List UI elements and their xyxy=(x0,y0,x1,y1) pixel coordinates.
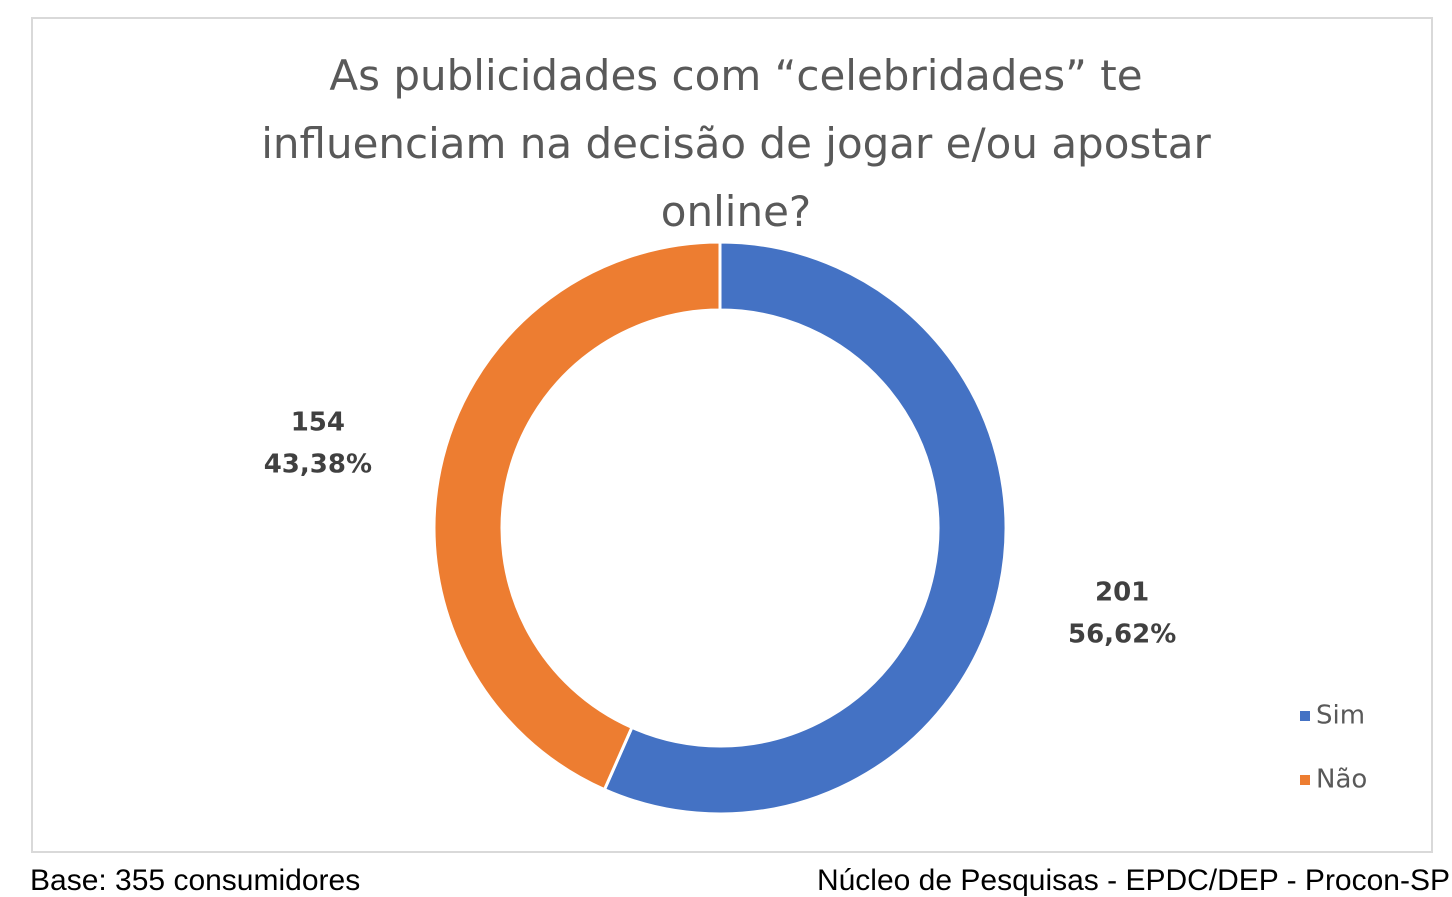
data-label: 154 xyxy=(291,408,345,438)
chart-title: As publicidades com “celebridades” te in… xyxy=(261,51,1211,236)
legend-label: Não xyxy=(1316,765,1367,795)
footer-right: Núcleo de Pesquisas - EPDC/DEP - Procon-… xyxy=(817,864,1450,897)
percentage-label: 56,62% xyxy=(1068,619,1176,649)
legend-swatch xyxy=(1300,711,1310,721)
data-label: 201 xyxy=(1095,577,1149,607)
footer-left: Base: 355 consumidores xyxy=(30,864,360,897)
doughnut-segment xyxy=(432,240,722,792)
legend-swatch xyxy=(1300,775,1310,785)
doughnut-segment xyxy=(602,240,1008,816)
chart-frame xyxy=(31,17,1433,853)
percentage-label: 43,38% xyxy=(264,450,372,480)
legend-label: Sim xyxy=(1316,701,1365,731)
